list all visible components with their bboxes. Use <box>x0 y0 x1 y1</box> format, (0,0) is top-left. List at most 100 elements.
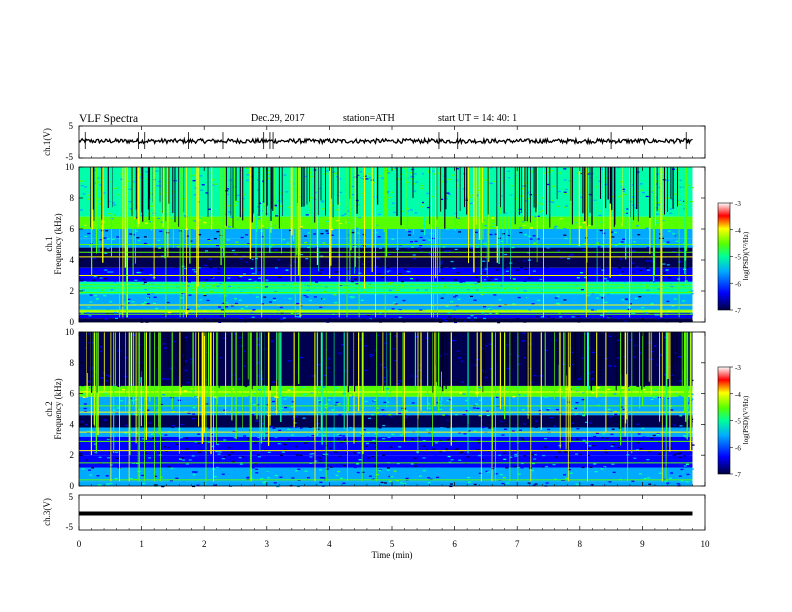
spectrogram-speckle <box>538 222 542 225</box>
spectrogram-speckle <box>420 206 424 208</box>
spectrogram-speckle <box>205 250 208 252</box>
ch1-waveform-ylabel: ch.1(V) <box>42 128 52 156</box>
spectrogram-speckle <box>155 443 159 445</box>
spectrogram-speckle <box>332 222 335 225</box>
spectrogram-speckle <box>580 362 584 364</box>
spectrogram-speckle <box>177 250 181 253</box>
spectrogram-speckle <box>197 320 201 322</box>
spectrogram-speckle <box>101 289 105 291</box>
spectrogram-speckle <box>102 255 106 257</box>
spectrogram-speckle <box>239 258 243 260</box>
spectrogram-speckle <box>613 292 617 294</box>
spectrogram-speckle <box>91 274 95 276</box>
spectrogram-speckle <box>258 277 261 279</box>
spectrogram-speckle <box>294 426 298 428</box>
spectrogram-speckle <box>576 386 580 389</box>
spectrogram-speckle <box>206 299 210 302</box>
spectrogram-speckle <box>439 451 443 453</box>
spectrogram-speckle <box>234 298 237 300</box>
spectrogram-speckle <box>145 171 148 173</box>
spectrogram-speckle <box>172 340 176 343</box>
spectrogram-speckle <box>460 360 464 362</box>
spectrogram-speckle <box>486 427 490 430</box>
spectrogram-speckle <box>432 448 436 450</box>
spectrogram-speckle <box>372 364 375 366</box>
spectrogram-speckle <box>542 454 546 457</box>
spectrogram-speckle <box>104 269 108 271</box>
spectrogram-speckle <box>489 282 493 284</box>
spectrogram-speckle <box>621 417 625 419</box>
spectrogram-speckle <box>318 272 322 274</box>
spectrogram-speckle <box>116 236 120 238</box>
spectrogram-speckle <box>521 435 525 437</box>
spectrogram-speckle <box>408 301 411 303</box>
spectrogram-speckle <box>452 426 456 428</box>
spectrogram-speckle <box>619 195 623 197</box>
spectrogram-speckle <box>151 292 155 295</box>
spectrogram-speckle <box>176 246 180 248</box>
spectrogram-speckle <box>250 478 254 480</box>
time-tick-label: 4 <box>327 539 332 549</box>
spectrogram-speckle <box>531 303 535 305</box>
spectrogram-speckle <box>243 435 247 437</box>
spectrogram-speckle <box>269 246 272 248</box>
spectrogram-speckle <box>402 184 406 186</box>
spectrogram-speckle <box>382 424 386 427</box>
spectrogram-speckle <box>98 198 101 200</box>
spectrogram-speckle <box>663 242 666 244</box>
ch1-spectrogram-ylabel-channel: ch.1 <box>44 236 54 251</box>
spectrogram-speckle <box>353 452 356 454</box>
spectrogram-speckle <box>87 305 91 308</box>
spectrogram-speckle <box>167 337 171 339</box>
spectrogram-speckle <box>367 432 371 434</box>
spectrogram-speckle <box>410 239 414 242</box>
spectrogram-speckle <box>608 379 612 381</box>
spectrogram-speckle <box>188 459 192 461</box>
spectrogram-speckle <box>182 480 186 482</box>
spectrogram-speckle <box>197 306 201 308</box>
spectrogram-speckle <box>311 435 315 437</box>
spectrogram-speckle <box>192 180 196 182</box>
spectrogram-speckle <box>646 296 650 298</box>
spectrogram-speckle <box>636 377 640 379</box>
spectrogram-speckle <box>467 476 471 479</box>
spectrogram-speckle <box>671 251 675 253</box>
spectrogram-speckle <box>382 367 386 369</box>
spectrogram-speckle <box>597 351 601 353</box>
spectrogram-speckle <box>258 202 262 204</box>
spectrogram-speckle <box>80 209 83 211</box>
spectrogram-speckle <box>538 381 542 383</box>
spectrogram-speckle <box>226 188 230 190</box>
spectrogram-speckle <box>633 241 637 243</box>
spectrogram-speckle <box>249 293 253 296</box>
frequency-tick-label: 0 <box>70 317 75 327</box>
spectrogram-speckle <box>84 410 87 413</box>
spectrogram-speckle <box>415 279 419 281</box>
spectrogram-speckle <box>253 403 256 406</box>
spectrogram-speckle <box>321 205 325 207</box>
spectrogram-speckle <box>424 289 428 291</box>
spectrogram-speckle <box>687 291 691 293</box>
spectrogram-speckle <box>465 254 469 256</box>
spectrogram-speckle <box>446 448 449 451</box>
spectrogram-speckle <box>193 361 197 363</box>
spectrogram-speckle <box>634 260 638 263</box>
spectrogram-speckle <box>546 183 549 186</box>
spectrogram-speckle <box>314 460 318 462</box>
spectrogram-speckle <box>464 388 468 390</box>
spectrogram-speckle <box>602 344 606 346</box>
spectrogram-speckle <box>622 437 626 439</box>
spectrogram-speckle <box>389 446 393 448</box>
spectrogram-speckle <box>180 297 184 299</box>
spectrogram-speckle <box>540 316 544 318</box>
spectrogram-speckle <box>180 423 184 426</box>
spectrogram-speckle <box>550 169 553 172</box>
spectrogram-speckle <box>225 416 228 418</box>
spectrogram-speckle <box>359 249 363 251</box>
spectrogram-speckle <box>256 206 260 208</box>
spectrogram-speckle <box>499 265 503 267</box>
spectrogram-speckle <box>658 453 662 455</box>
spectrogram-speckle <box>229 441 233 443</box>
spectrogram-speckle <box>639 447 643 450</box>
